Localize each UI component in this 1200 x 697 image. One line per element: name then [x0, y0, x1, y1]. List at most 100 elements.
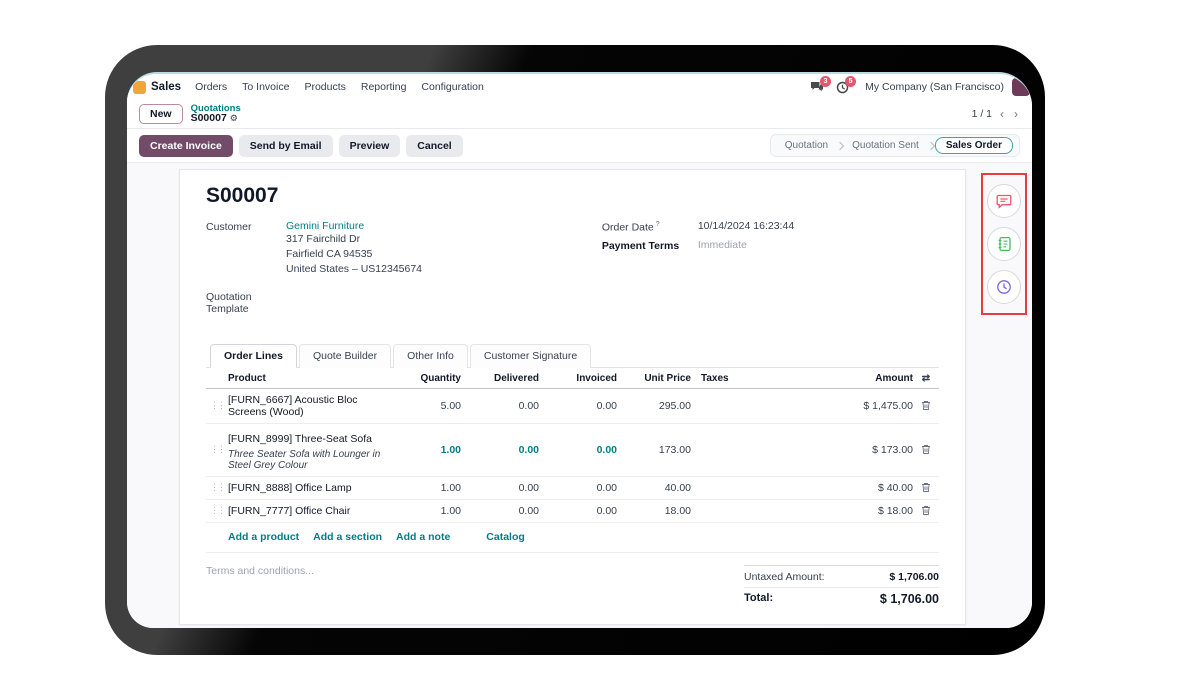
- top-menubar: Sales Orders To Invoice Products Reporti…: [127, 74, 1032, 100]
- untaxed-amount-label: Untaxed Amount:: [744, 570, 825, 583]
- apps-menu-icon[interactable]: [133, 80, 146, 94]
- quotation-template-label: Quotation Template: [206, 290, 252, 315]
- order-date-field[interactable]: 10/14/2024 16:23:44: [697, 220, 795, 232]
- pager-value: 1 / 1: [971, 108, 992, 120]
- table-footer-links: Add a product Add a section Add a note C…: [206, 523, 939, 553]
- invoiced-cell[interactable]: 0.00: [596, 443, 617, 456]
- col-delivered[interactable]: Delivered: [493, 372, 539, 384]
- table-row: ⋮⋮ [FURN_7777] Office Chair 1.00 0.00 0.…: [206, 500, 939, 523]
- add-product-link[interactable]: Add a product: [228, 530, 300, 543]
- add-note-link[interactable]: Add a note: [396, 530, 451, 543]
- untaxed-amount-value: $ 1,706.00: [889, 570, 939, 583]
- menu-sales-app[interactable]: Sales: [151, 81, 182, 93]
- invoiced-cell[interactable]: 0.00: [596, 504, 617, 517]
- menu-to-invoice[interactable]: To Invoice: [242, 81, 290, 93]
- col-unit-price[interactable]: Unit Price: [644, 372, 691, 384]
- col-invoiced[interactable]: Invoiced: [576, 372, 617, 384]
- unit-price-cell[interactable]: 295.00: [658, 399, 691, 412]
- terms-and-conditions-field[interactable]: Terms and conditions...: [206, 564, 314, 577]
- total-label: Total:: [744, 591, 774, 604]
- payment-terms-field[interactable]: Immediate: [697, 238, 747, 251]
- chatter-annotation-box: [981, 173, 1027, 315]
- quantity-cell[interactable]: 5.00: [440, 399, 461, 412]
- product-cell[interactable]: [FURN_6667] Acoustic Bloc Screens (Wood): [228, 393, 358, 418]
- quantity-cell[interactable]: 1.00: [440, 504, 461, 517]
- delivered-cell[interactable]: 0.00: [518, 481, 539, 494]
- customer-address: 317 Fairchild Dr Fairfield CA 94535 Unit…: [286, 233, 423, 276]
- quantity-cell[interactable]: 1.00: [440, 481, 461, 494]
- drag-handle-icon[interactable]: ⋮⋮: [210, 444, 226, 455]
- status-step-quotation-sent[interactable]: Quotation Sent: [852, 140, 919, 151]
- form-content-area: S00007 Customer Gemini Furniture 317 Fai…: [127, 163, 1032, 628]
- delete-row-icon[interactable]: [913, 400, 939, 411]
- breadcrumb-current-record: S00007: [190, 112, 227, 125]
- col-product[interactable]: Product: [228, 372, 266, 384]
- add-section-link[interactable]: Add a section: [313, 530, 383, 543]
- send-by-email-button[interactable]: Send by Email: [238, 134, 333, 157]
- table-row: ⋮⋮ [FURN_6667] Acoustic Bloc Screens (Wo…: [206, 389, 939, 424]
- delivered-cell[interactable]: 0.00: [518, 443, 539, 456]
- menu-configuration[interactable]: Configuration: [421, 81, 484, 93]
- delete-row-icon[interactable]: [913, 444, 939, 455]
- delete-row-icon[interactable]: [913, 482, 939, 493]
- preview-button[interactable]: Preview: [338, 134, 401, 157]
- tooltip-hint-icon: ?: [655, 221, 660, 228]
- unit-price-cell[interactable]: 18.00: [664, 504, 691, 517]
- delete-row-icon[interactable]: [913, 505, 939, 516]
- payment-terms-label: Payment Terms: [601, 239, 680, 252]
- create-invoice-button[interactable]: Create Invoice: [139, 134, 233, 157]
- product-cell[interactable]: [FURN_7777] Office Chair: [228, 504, 351, 517]
- activities-schedule-button[interactable]: [987, 270, 1021, 304]
- catalog-link[interactable]: Catalog: [486, 530, 525, 543]
- drag-handle-icon[interactable]: ⋮⋮: [210, 505, 226, 516]
- gear-actions-icon[interactable]: ⚙: [229, 113, 238, 124]
- status-step-quotation[interactable]: Quotation: [784, 140, 829, 151]
- status-pipeline: Quotation Quotation Sent Sales Order: [769, 134, 1020, 157]
- invoiced-cell[interactable]: 0.00: [596, 399, 617, 412]
- col-quantity[interactable]: Quantity: [420, 372, 461, 384]
- user-avatar[interactable]: [1012, 78, 1030, 96]
- customer-link[interactable]: Gemini Furniture: [286, 220, 365, 232]
- status-step-sales-order-active[interactable]: Sales Order: [934, 137, 1013, 154]
- unit-price-cell[interactable]: 173.00: [658, 443, 691, 456]
- quantity-cell[interactable]: 1.00: [440, 443, 461, 456]
- drag-handle-icon[interactable]: ⋮⋮: [210, 482, 226, 493]
- breadcrumb-quotations-link[interactable]: Quotations: [190, 102, 241, 114]
- log-note-button[interactable]: [987, 227, 1021, 261]
- messages-button[interactable]: 3: [810, 76, 832, 93]
- order-info: Customer Gemini Furniture 317 Fairchild …: [206, 220, 939, 327]
- tab-quote-builder[interactable]: Quote Builder: [298, 343, 392, 368]
- sheet-footer: Terms and conditions... Untaxed Amount: …: [206, 564, 939, 606]
- pager-prev-button[interactable]: ‹: [1000, 107, 1004, 121]
- product-cell[interactable]: [FURN_8999] Three-Seat Sofa Three Seater…: [228, 429, 391, 471]
- odoo-app-window: Sales Orders To Invoice Products Reporti…: [127, 72, 1032, 628]
- unit-price-cell[interactable]: 40.00: [664, 481, 691, 494]
- pager-next-button[interactable]: ›: [1014, 107, 1018, 121]
- invoiced-cell[interactable]: 0.00: [596, 481, 617, 494]
- clock-activity-icon: [836, 81, 849, 93]
- total-value: $ 1,706.00: [879, 591, 939, 606]
- menu-reporting[interactable]: Reporting: [360, 81, 407, 93]
- amount-cell: $ 1,475.00: [863, 399, 913, 412]
- menu-products[interactable]: Products: [304, 81, 346, 93]
- col-amount[interactable]: Amount: [875, 372, 913, 384]
- cancel-button[interactable]: Cancel: [406, 134, 463, 157]
- company-switcher[interactable]: My Company (San Francisco): [865, 81, 1004, 93]
- product-cell[interactable]: [FURN_8888] Office Lamp: [228, 481, 352, 494]
- delivered-cell[interactable]: 0.00: [518, 504, 539, 517]
- order-lines-table: Product Quantity Delivered Invoiced Unit…: [206, 368, 939, 553]
- optional-columns-icon[interactable]: ⇄: [921, 372, 931, 384]
- new-button[interactable]: New: [139, 104, 183, 124]
- message-bubble-icon: [996, 194, 1012, 209]
- customer-label: Customer: [206, 221, 252, 233]
- drag-handle-icon[interactable]: ⋮⋮: [210, 400, 226, 411]
- col-taxes[interactable]: Taxes: [701, 372, 729, 384]
- delivered-cell[interactable]: 0.00: [518, 399, 539, 412]
- send-message-button[interactable]: [987, 184, 1021, 218]
- table-header-row: Product Quantity Delivered Invoiced Unit…: [206, 368, 939, 389]
- tab-order-lines[interactable]: Order Lines: [210, 343, 297, 368]
- tab-customer-signature[interactable]: Customer Signature: [469, 343, 592, 368]
- tab-other-info[interactable]: Other Info: [393, 343, 468, 368]
- activities-button[interactable]: 5: [836, 75, 857, 94]
- menu-orders[interactable]: Orders: [195, 81, 228, 93]
